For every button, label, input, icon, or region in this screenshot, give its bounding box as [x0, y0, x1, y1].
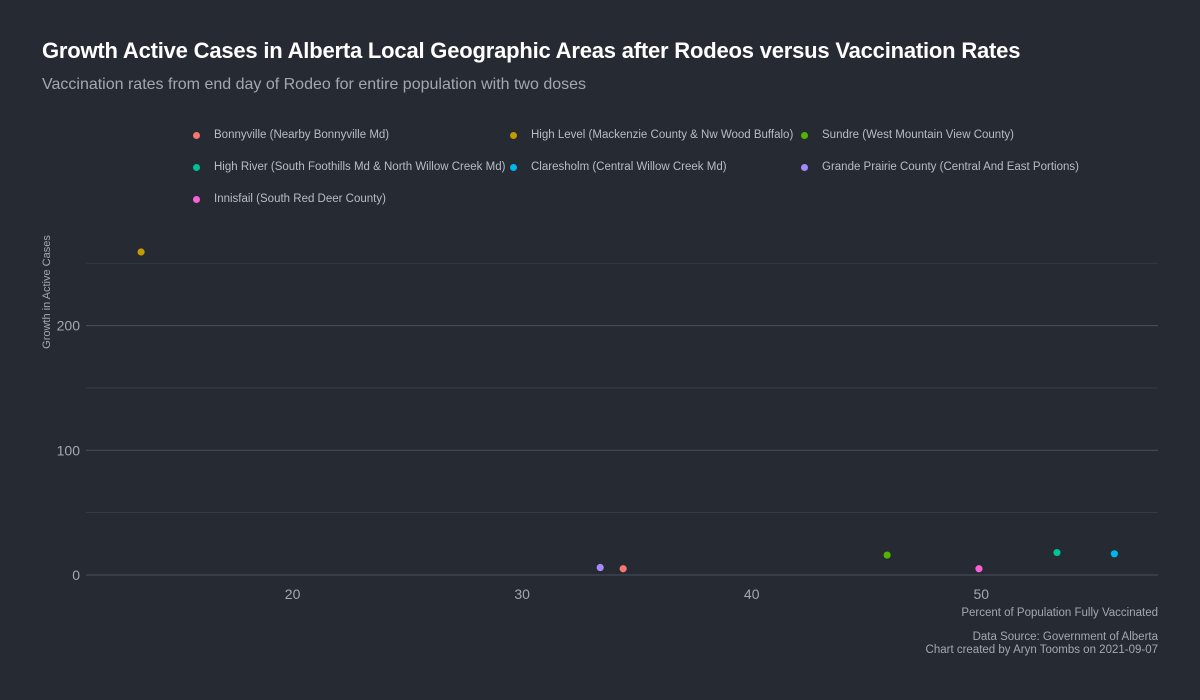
chart-subtitle: Vaccination rates from end day of Rodeo …	[42, 76, 587, 93]
y-tick-label: 200	[57, 318, 81, 334]
legend-item: Claresholm (Central Willow Creek Md)	[510, 161, 727, 173]
caption: Data Source: Government of Alberta Chart…	[926, 631, 1158, 657]
legend-label: Sundre (West Mountain View County)	[822, 129, 1014, 141]
x-tick-label: 40	[744, 586, 760, 602]
legend-item: High Level (Mackenzie County & Nw Wood B…	[510, 129, 793, 141]
x-axis-title: Percent of Population Fully Vaccinated	[961, 607, 1158, 619]
y-tick-label: 100	[57, 442, 81, 458]
data-point	[975, 565, 983, 573]
data-point	[883, 551, 891, 559]
legend-marker	[801, 163, 808, 171]
x-tick-label: 30	[514, 586, 530, 602]
data-point	[596, 563, 604, 572]
caption-credit: Chart created by Aryn Toombs on 2021-09-…	[925, 644, 1158, 656]
legend-marker	[510, 163, 517, 171]
legend-label: Innisfail (South Red Deer County)	[214, 193, 386, 205]
legend-item: Innisfail (South Red Deer County)	[193, 193, 386, 205]
data-point	[1053, 548, 1061, 557]
y-tick-labels: 0 100 200	[57, 318, 81, 583]
y-tick-label: 0	[72, 567, 80, 583]
x-tick-labels: 20 30 40 50	[285, 586, 989, 602]
y-axis-title: Growth in Active Cases	[41, 235, 53, 349]
gridlines	[86, 262, 1158, 576]
legend: Bonnyville (Nearby Bonnyville Md) High Le…	[0, 0, 1200, 220]
caption-source: Data Source: Government of Alberta	[972, 631, 1158, 643]
legend-label: Grande Prairie County (Central And East …	[822, 161, 1079, 173]
data-point	[1110, 550, 1118, 558]
legend-item: High River (South Foothills Md & North W…	[193, 161, 505, 173]
data-point	[619, 565, 627, 573]
legend-marker	[193, 131, 200, 139]
chart-title: Growth Active Cases in Alberta Local Geo…	[42, 38, 1021, 63]
legend-label: High River (South Foothills Md & North W…	[214, 161, 506, 173]
data-point	[137, 248, 145, 256]
legend-label: Bonnyville (Nearby Bonnyville Md)	[214, 129, 390, 141]
legend-marker	[193, 163, 200, 171]
legend-marker	[510, 131, 517, 139]
data-points	[137, 248, 1118, 573]
legend-item: Bonnyville (Nearby Bonnyville Md)	[193, 129, 389, 141]
legend-item: Grande Prairie County (Central And East …	[801, 161, 1079, 173]
legend-label: High Level (Mackenzie County & Nw Wood B…	[531, 129, 794, 141]
legend-marker	[801, 131, 808, 139]
legend-marker	[193, 195, 200, 203]
legend-item: Sundre (West Mountain View County)	[801, 129, 1014, 141]
x-tick-label: 20	[285, 586, 301, 602]
x-tick-label: 50	[973, 586, 989, 602]
legend-label: Claresholm (Central Willow Creek Md)	[531, 161, 727, 173]
